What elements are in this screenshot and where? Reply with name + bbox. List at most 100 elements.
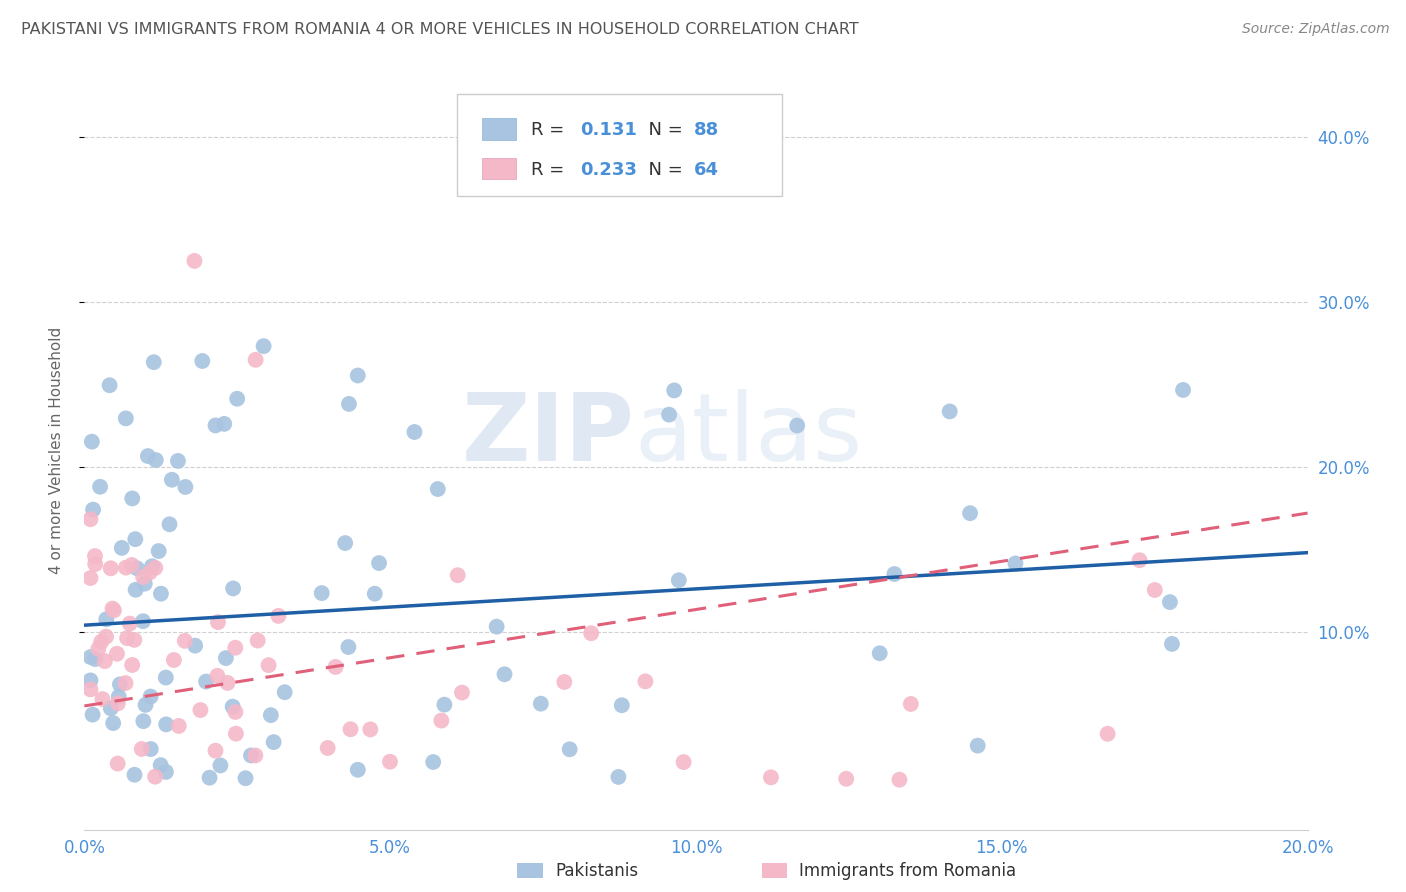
Point: [494, 667, 516, 681]
Point: [225, 726, 247, 740]
Point: [759, 770, 782, 784]
Point: [359, 723, 381, 737]
Point: [368, 556, 391, 570]
Point: [333, 536, 356, 550]
Point: [121, 657, 143, 672]
Text: Source: ZipAtlas.com: Source: ZipAtlas.com: [1241, 22, 1389, 37]
Point: [198, 771, 221, 785]
Point: [215, 651, 238, 665]
Point: [124, 582, 146, 597]
Point: [1128, 553, 1150, 567]
Point: [404, 425, 426, 439]
Point: [668, 573, 690, 587]
Point: [378, 755, 401, 769]
Point: [79, 571, 101, 585]
Point: [82, 707, 104, 722]
Point: [337, 397, 360, 411]
Point: [209, 758, 232, 772]
Point: [184, 639, 207, 653]
Point: [100, 561, 122, 575]
Point: [217, 676, 239, 690]
Point: [84, 652, 107, 666]
Point: [1143, 582, 1166, 597]
Point: [883, 567, 905, 582]
Point: [273, 685, 295, 699]
Point: [96, 612, 118, 626]
Point: [141, 559, 163, 574]
Point: [204, 418, 226, 433]
Point: [163, 653, 186, 667]
Point: [132, 614, 155, 628]
Point: [136, 449, 159, 463]
Point: [108, 677, 131, 691]
Point: [139, 690, 162, 704]
Point: [101, 716, 124, 731]
Point: [100, 701, 122, 715]
Point: [316, 741, 339, 756]
Point: [364, 587, 387, 601]
Point: [105, 647, 128, 661]
Point: [155, 764, 177, 779]
Point: [148, 544, 170, 558]
Point: [339, 723, 361, 737]
Text: N =: N =: [637, 161, 689, 178]
Point: [337, 640, 360, 654]
Point: [173, 633, 195, 648]
Point: [634, 674, 657, 689]
Point: [869, 646, 891, 660]
Point: [132, 714, 155, 728]
Point: [222, 582, 245, 596]
Point: [224, 640, 246, 655]
Point: [835, 772, 858, 786]
Point: [124, 532, 146, 546]
Point: [124, 768, 146, 782]
Point: [1171, 383, 1194, 397]
FancyBboxPatch shape: [457, 95, 782, 196]
Text: 0.233: 0.233: [579, 161, 637, 178]
Point: [1097, 727, 1119, 741]
Point: [558, 742, 581, 756]
Point: [87, 641, 110, 656]
Point: [118, 616, 141, 631]
Point: [135, 698, 157, 712]
Point: [142, 355, 165, 369]
Point: [167, 719, 190, 733]
Point: [91, 692, 114, 706]
Point: [107, 756, 129, 771]
Point: [139, 742, 162, 756]
Point: [190, 703, 212, 717]
Point: [80, 434, 103, 449]
Point: [155, 671, 177, 685]
Point: [1004, 557, 1026, 571]
Point: [115, 560, 138, 574]
Point: [1159, 595, 1181, 609]
Point: [98, 378, 121, 392]
Point: [143, 770, 166, 784]
Text: R =: R =: [531, 121, 569, 139]
Text: 88: 88: [693, 121, 718, 139]
Point: [235, 771, 257, 785]
Point: [433, 698, 456, 712]
Point: [132, 570, 155, 584]
Point: [938, 404, 960, 418]
Point: [101, 601, 124, 615]
Text: 0.131: 0.131: [579, 121, 637, 139]
Point: [311, 586, 333, 600]
Point: [134, 576, 156, 591]
Point: [451, 685, 474, 699]
Point: [664, 384, 686, 398]
Point: [143, 561, 166, 575]
Point: [79, 512, 101, 526]
Point: [426, 482, 449, 496]
Point: [121, 491, 143, 506]
Point: [160, 473, 183, 487]
Point: [530, 697, 553, 711]
Point: [224, 705, 246, 719]
Point: [226, 392, 249, 406]
Point: [149, 587, 172, 601]
Point: [1161, 637, 1184, 651]
Point: [786, 418, 808, 433]
Point: [346, 368, 368, 383]
Point: [90, 635, 112, 649]
Point: [900, 697, 922, 711]
